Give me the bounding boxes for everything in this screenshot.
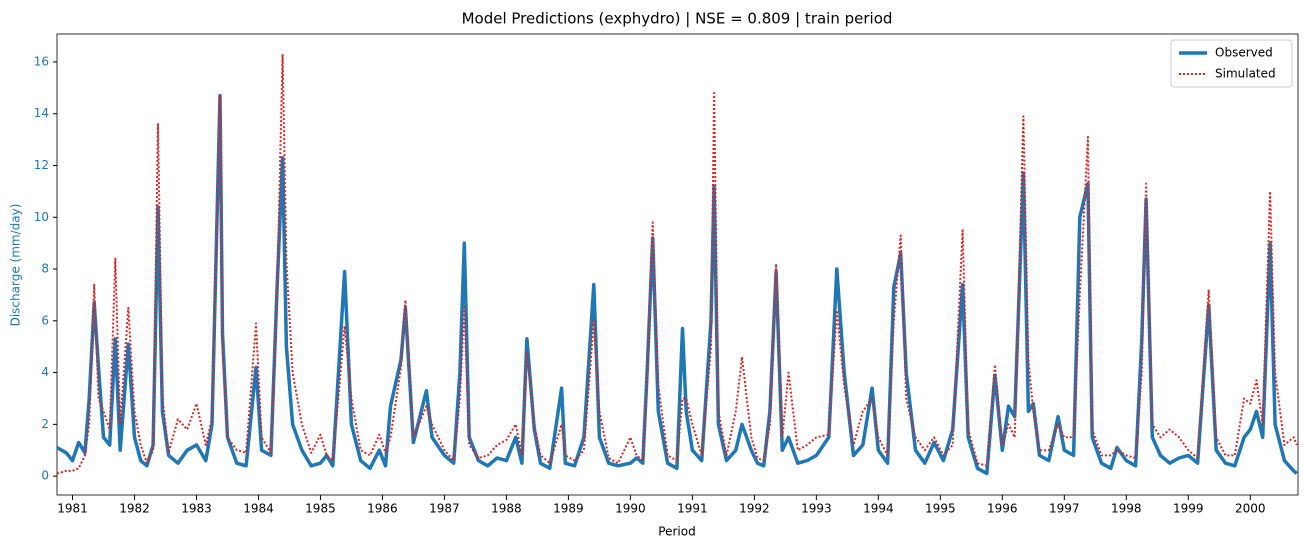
x-tick-label: 1999 — [1173, 502, 1204, 516]
x-tick-label: 1981 — [57, 502, 88, 516]
y-tick-label: 14 — [34, 106, 49, 120]
y-tick-label: 10 — [34, 210, 49, 224]
y-tick-label: 6 — [41, 313, 49, 327]
legend-label: Simulated — [1215, 67, 1276, 81]
x-tick-label: 1987 — [429, 502, 460, 516]
y-tick-label: 0 — [41, 469, 49, 483]
x-tick-label: 1996 — [987, 502, 1018, 516]
x-tick-label: 1988 — [491, 502, 522, 516]
y-tick-label: 12 — [34, 158, 49, 172]
y-tick-label: 2 — [41, 417, 49, 431]
x-tick-label: 1995 — [925, 502, 956, 516]
chart-title: Model Predictions (exphydro) | NSE = 0.8… — [462, 10, 893, 28]
x-tick-label: 1985 — [305, 502, 336, 516]
x-tick-label: 1982 — [119, 502, 150, 516]
x-axis-label: Period — [658, 525, 695, 539]
x-tick-label: 1997 — [1049, 502, 1080, 516]
data-line — [56, 53, 1298, 475]
x-tick-label: 1989 — [553, 502, 584, 516]
x-tick-label: 1983 — [181, 502, 212, 516]
plot-frame — [56, 33, 1299, 496]
x-tick-label: 1998 — [1111, 502, 1142, 516]
y-tick-label: 4 — [41, 365, 49, 379]
legend-label: Observed — [1215, 46, 1273, 60]
y-tick-label: 8 — [41, 262, 49, 276]
x-tick-label: 1984 — [243, 502, 274, 516]
x-tick-label: 1993 — [801, 502, 832, 516]
data-line — [56, 93, 1298, 476]
x-tick-label: 1991 — [677, 502, 708, 516]
x-tick-label: 1986 — [367, 502, 398, 516]
x-tick-label: 1990 — [615, 502, 646, 516]
y-tick-label: 16 — [34, 54, 49, 68]
y-axis-label: Discharge (mm/day) — [9, 204, 23, 327]
x-tick-label: 1994 — [863, 502, 894, 516]
x-tick-label: 1992 — [739, 502, 770, 516]
x-tick-label: 2000 — [1235, 502, 1266, 516]
